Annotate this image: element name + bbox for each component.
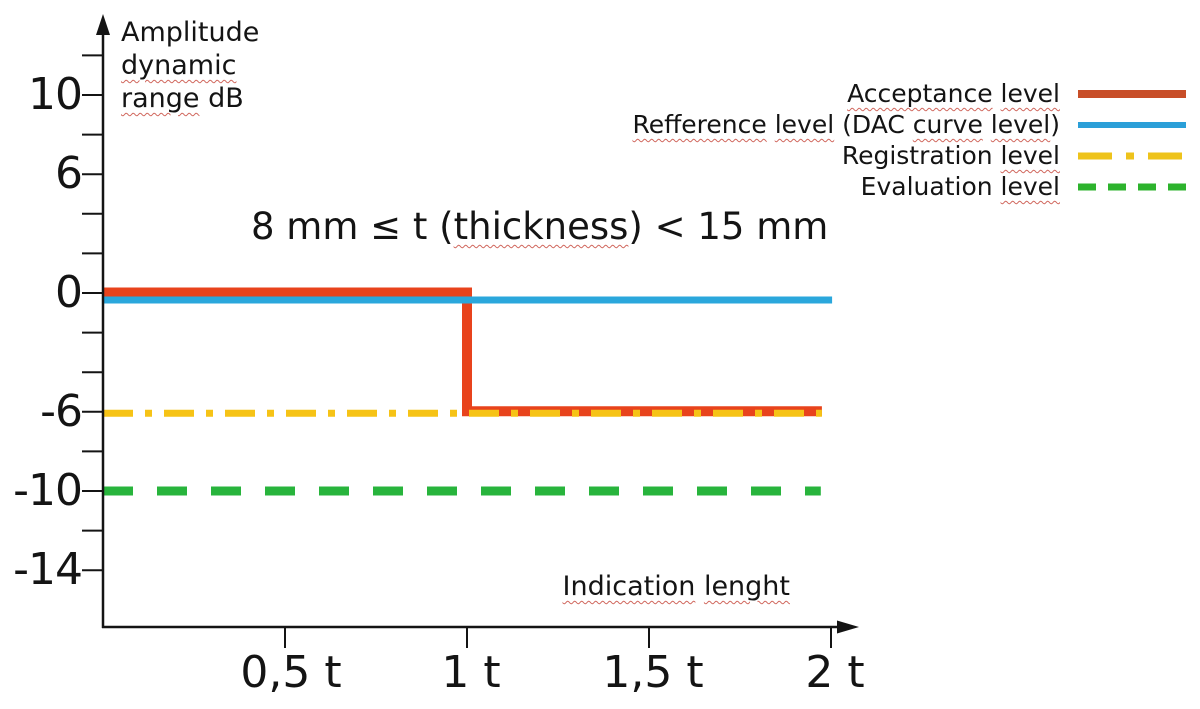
x-tick-label-05t: 0,5 t [240, 647, 342, 698]
y-axis-title-line2: dynamic [121, 49, 259, 82]
annotation-suffix: ) < 15 mm [628, 205, 829, 248]
x-tick-label-15t: 1,5 t [602, 647, 704, 698]
y-tick-label-m14: -14 [13, 544, 83, 595]
annotation-prefix: 8 mm ≤ t ( [251, 205, 454, 248]
legend-item-registration: Registration level [632, 140, 1187, 171]
legend-sample-acceptance [1077, 88, 1187, 100]
x-tick-label-1t: 1 t [441, 647, 501, 698]
legend-item-reference: Refference level (DAC curve level) [632, 109, 1187, 140]
legend-word: Evaluation [860, 172, 993, 201]
y-tick-label-m10: -10 [13, 465, 83, 516]
y-axis-title-line3: range dB [121, 82, 259, 115]
y-tick-label-10: 10 [28, 69, 83, 120]
legend-word: Acceptance [847, 79, 993, 108]
legend-label-registration: Registration level [842, 141, 1060, 170]
legend-word: (DAC [842, 110, 905, 139]
legend-word: level [774, 110, 835, 139]
y-axis-title-word: range [121, 83, 200, 114]
legend-word: level [1000, 79, 1060, 108]
y-axis-title: Amplitude dynamic range dB [121, 16, 259, 115]
y-axis-title-word: dynamic [121, 50, 237, 81]
x-tick-label-2t: 2 t [805, 647, 865, 698]
legend-sample-evaluation [1077, 181, 1187, 193]
legend-item-evaluation: Evaluation level [632, 171, 1187, 202]
x-axis-title-word: lenght [703, 571, 790, 602]
legend-item-acceptance: Acceptance level [632, 78, 1187, 109]
annotation-word: thickness [453, 205, 629, 248]
x-axis-title: Indication lenght [563, 572, 790, 602]
legend-sample-registration [1077, 150, 1187, 162]
legend: Acceptance level Refference level (DAC c… [632, 78, 1187, 202]
y-axis-title-line1: Amplitude [121, 17, 260, 48]
legend-word: Registration [841, 141, 993, 170]
y-axis-title-unit: dB [199, 83, 244, 114]
legend-label-acceptance: Acceptance level [847, 79, 1060, 108]
legend-word: curve [912, 110, 983, 139]
legend-word: level [1000, 141, 1060, 170]
legend-label-evaluation: Evaluation level [861, 172, 1060, 201]
y-tick-label-0: 0 [55, 267, 83, 318]
legend-sample-reference [1077, 119, 1187, 131]
legend-word: Refference [632, 110, 767, 139]
y-tick-label-m6: -6 [40, 386, 83, 437]
legend-word: level [990, 110, 1051, 139]
thickness-range-annotation: 8 mm ≤ t (thickness) < 15 mm [251, 205, 828, 249]
legend-word: ) [1050, 110, 1060, 139]
y-tick-label-6: 6 [55, 148, 83, 199]
legend-word: level [1000, 172, 1060, 201]
legend-label-reference: Refference level (DAC curve level) [632, 110, 1060, 139]
x-axis-title-word: Indication [562, 571, 696, 602]
